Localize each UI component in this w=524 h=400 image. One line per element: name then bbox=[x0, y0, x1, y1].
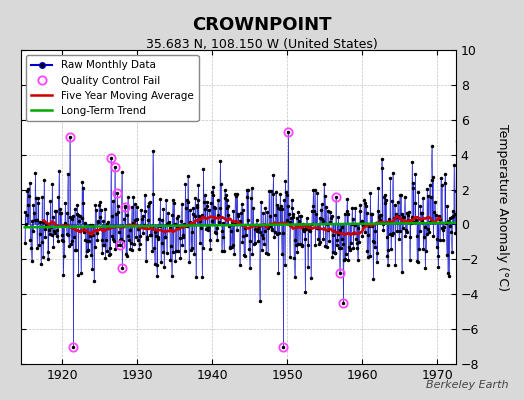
Y-axis label: Temperature Anomaly (°C): Temperature Anomaly (°C) bbox=[496, 124, 509, 290]
Text: 35.683 N, 108.150 W (United States): 35.683 N, 108.150 W (United States) bbox=[146, 38, 378, 51]
Text: CROWNPOINT: CROWNPOINT bbox=[192, 16, 332, 34]
Legend: Raw Monthly Data, Quality Control Fail, Five Year Moving Average, Long-Term Tren: Raw Monthly Data, Quality Control Fail, … bbox=[26, 55, 199, 121]
Text: Berkeley Earth: Berkeley Earth bbox=[426, 380, 508, 390]
